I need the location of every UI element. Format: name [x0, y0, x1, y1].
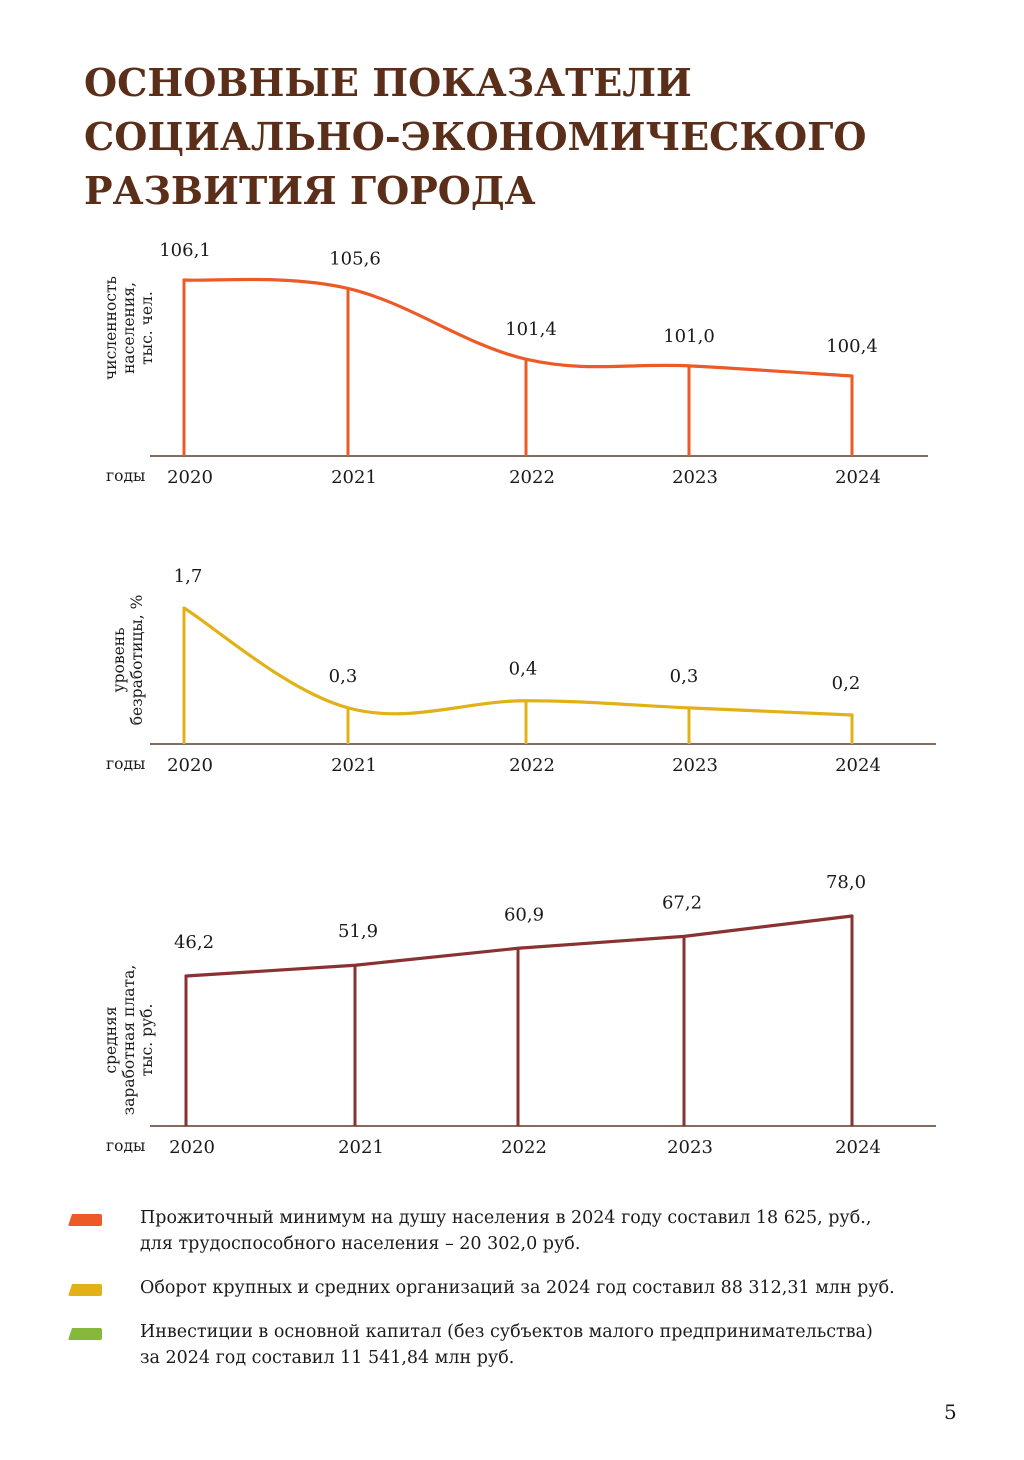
page-title-line-1: ОСНОВНЫЕ ПОКАЗАТЕЛИ [84, 60, 692, 105]
tick-label-2024: 2024 [835, 467, 881, 488]
y-axis-label: уровень безработицы, % [110, 595, 146, 726]
y-axis-label-line: населения, [120, 282, 138, 374]
note-text-line: Прожиточный минимум на душу населения в … [140, 1208, 872, 1228]
x-axis-label: годы [106, 1137, 145, 1155]
tick-label-2022: 2022 [509, 467, 555, 488]
note-text-line: за 2024 год составил 11 541,84 млн руб. [140, 1348, 515, 1368]
data-label-2022: 0,4 [509, 659, 538, 680]
tick-label-2020: 2020 [167, 755, 213, 776]
data-label-2020: 106,1 [159, 240, 211, 261]
note-subsistence-minimum: Прожиточный минимум на душу населения в … [60, 1205, 980, 1257]
data-label-2023: 67,2 [662, 892, 702, 913]
note-text-line: Оборот крупных и средних организаций за … [140, 1278, 895, 1298]
series-line [182, 606, 854, 717]
data-label-2024: 100,4 [826, 336, 878, 357]
page-title-line-2: СОЦИАЛЬНО-ЭКОНОМИЧЕСКОГО [84, 114, 867, 159]
page-number: 5 [944, 1400, 957, 1424]
data-label-2024: 78,0 [826, 872, 866, 893]
tick-label-2023: 2023 [672, 755, 718, 776]
orange-marker-icon [68, 1214, 102, 1226]
y-axis-label-line: уровень [110, 627, 128, 692]
page-title: ОСНОВНЫЕ ПОКАЗАТЕЛИ СОЦИАЛЬНО-ЭКОНОМИЧЕС… [84, 56, 964, 218]
data-label-2024: 0,2 [832, 673, 861, 694]
tick-label-2021: 2021 [331, 755, 377, 776]
tick-label-2024: 2024 [835, 1137, 881, 1158]
y-axis-label-line: средняя [102, 1006, 120, 1073]
series-line [182, 277, 854, 378]
data-label-2023: 101,0 [663, 326, 715, 347]
population-chart: 106,1 105,6 101,4 101,0 100,4 2020 2021 2022 202… [102, 240, 928, 488]
notes-list: Прожиточный минимум на душу населения в … [60, 1205, 980, 1389]
x-axis-label: годы [106, 467, 145, 485]
tick-label-2023: 2023 [667, 1137, 713, 1158]
yellow-marker-icon [68, 1284, 102, 1296]
note-text-line: Инвестиции в основной капитал (без субъе… [140, 1322, 873, 1342]
data-label-2023: 0,3 [670, 666, 699, 687]
green-marker-icon [68, 1328, 102, 1340]
data-label-2021: 51,9 [338, 921, 378, 942]
y-axis-label: средняя заработная плата, тыс. руб. [102, 965, 156, 1116]
x-axis-label: годы [106, 755, 145, 773]
y-axis-label-line: численность [102, 276, 120, 380]
data-label-2021: 105,6 [329, 248, 381, 269]
tick-label-2023: 2023 [672, 467, 718, 488]
page-title-line-3: РАЗВИТИЯ ГОРОДА [84, 168, 536, 213]
y-axis-label-line: тыс. чел. [138, 291, 156, 365]
tick-label-2024: 2024 [835, 755, 881, 776]
tick-label-2021: 2021 [331, 467, 377, 488]
data-label-2022: 101,4 [505, 319, 557, 340]
salary-chart: 46,2 51,9 60,9 67,2 78,0 2020 2021 2022 2023 2024… [102, 872, 936, 1158]
unemployment-chart: 1,7 0,3 0,4 0,3 0,2 2020 2021 2022 2023 2024 годы у… [106, 566, 936, 776]
y-axis-label-line: безработицы, % [128, 595, 146, 726]
data-label-2020: 1,7 [174, 566, 203, 587]
tick-label-2022: 2022 [501, 1137, 547, 1158]
note-turnover: Оборот крупных и средних организаций за … [60, 1275, 980, 1301]
note-investments: Инвестиции в основной капитал (без субъе… [60, 1319, 980, 1371]
series-line [184, 914, 854, 978]
y-axis-label-line: заработная плата, [120, 965, 138, 1116]
tick-label-2022: 2022 [509, 755, 555, 776]
tick-label-2020: 2020 [169, 1137, 215, 1158]
tick-label-2021: 2021 [338, 1137, 384, 1158]
note-text-line: для трудоспособного населения – 20 302,0… [140, 1234, 581, 1254]
y-axis-label-line: тыс. руб. [138, 1004, 156, 1077]
data-label-2021: 0,3 [329, 666, 358, 687]
data-label-2022: 60,9 [504, 904, 544, 925]
y-axis-label: численность населения, тыс. чел. [102, 276, 156, 380]
tick-label-2020: 2020 [167, 467, 213, 488]
data-label-2020: 46,2 [174, 932, 214, 953]
